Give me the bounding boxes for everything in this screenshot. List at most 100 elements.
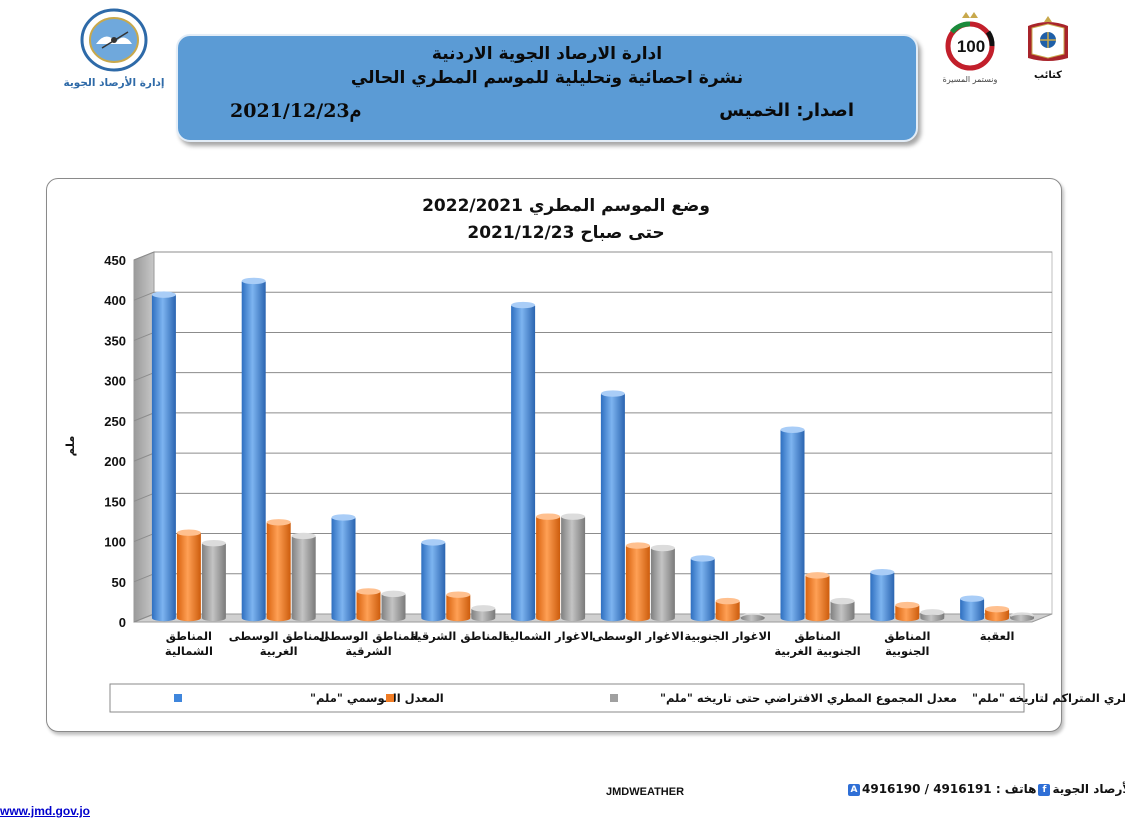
app-store-icon[interactable]: A [848, 783, 860, 796]
bar-base [421, 614, 446, 622]
footer-phone-text: هاتف : 4916191 / 4916190 [862, 782, 1037, 796]
gridline-side [133, 573, 155, 583]
bar-base [266, 614, 291, 622]
y-tick-label: 0 [119, 615, 126, 630]
gridline-side [133, 412, 155, 422]
legend-entry: معدل المجموع المطري الافتراضي حتى تاريخه… [660, 691, 957, 706]
x-category-label: المناطق [884, 629, 930, 643]
bar [625, 542, 650, 622]
bar [895, 601, 920, 622]
bar-top [985, 605, 1010, 613]
gridline-side [133, 331, 155, 341]
x-category-label: المناطق الشرقية [410, 629, 507, 643]
bar-base [650, 614, 675, 622]
bar-body [690, 558, 715, 618]
bar [331, 514, 356, 622]
x-category-label: الشمالية [165, 644, 213, 658]
bar-base [1010, 614, 1035, 622]
bar-body [241, 280, 266, 618]
gridline-side [133, 251, 155, 261]
footer-website-link[interactable]: www.jmd.gov.jo [0, 804, 90, 818]
bar-body [446, 594, 471, 618]
y-tick-label: 100 [104, 535, 126, 550]
bar [805, 572, 830, 622]
bar-body [870, 572, 895, 618]
bar-body [561, 516, 586, 618]
bar-top [331, 514, 356, 521]
bar-base [381, 614, 406, 622]
bar-base [830, 614, 855, 622]
y-tick-label: 150 [104, 494, 126, 509]
bar-top [920, 609, 945, 616]
bar [151, 291, 176, 622]
bar-top [895, 601, 920, 609]
issue-day-label: اصدار: الخميس [719, 100, 854, 121]
bar-base [471, 614, 496, 622]
gridline-side [133, 452, 155, 462]
bar-body [291, 535, 316, 618]
centenary-logo: 100 ونستمر المسيرة [940, 10, 1004, 86]
bar-body [511, 305, 536, 618]
bar [381, 590, 406, 622]
bar-base [690, 614, 715, 622]
bar-base [356, 614, 381, 622]
bar-top [780, 426, 805, 433]
bar-body [600, 393, 625, 618]
bar-body [381, 593, 406, 618]
bar-top [805, 572, 830, 579]
bar-base [625, 614, 650, 622]
bar-top [241, 277, 266, 285]
y-tick-label: 200 [104, 454, 126, 469]
legend-box [109, 683, 1025, 713]
y-axis-ticks: 0 50 100 150 200 250 300 350 400 450 [104, 253, 126, 630]
facebook-icon[interactable]: f [1038, 783, 1051, 796]
centenary-caption: ونستمر المسيرة [943, 75, 998, 84]
y-tick-label: 350 [104, 333, 126, 348]
chart-title: وضع الموسم المطري 2022/2021 [422, 196, 710, 216]
bar-top [176, 529, 201, 536]
y-axis-label: ملم [63, 436, 77, 457]
jmd-logo-text: إدارة الأرصاد الجوية [63, 76, 164, 89]
bar-body [266, 522, 291, 618]
bar-body [805, 575, 830, 618]
bar-base [536, 614, 561, 622]
legend-swatch [610, 694, 618, 702]
bar [241, 277, 266, 622]
gridline-side [133, 291, 155, 301]
bar-body [830, 601, 855, 618]
bar-base [331, 614, 356, 622]
plot-side-wall [133, 251, 155, 623]
bar [446, 591, 471, 622]
bar-base [715, 614, 740, 622]
bar-top [421, 539, 446, 546]
bar-base [895, 614, 920, 622]
y-tick-label: 400 [104, 293, 126, 308]
x-category-label: الاغوار الوسطى [592, 629, 684, 644]
y-tick-label: 250 [104, 414, 126, 429]
bar-body [536, 516, 561, 618]
bar-body [331, 517, 356, 618]
legend-entry: المعدل الموسمي "ملم" [310, 691, 444, 706]
bar [690, 555, 715, 622]
bar-top [511, 301, 536, 309]
bar [176, 529, 201, 622]
legend-swatch [174, 694, 182, 702]
x-category-label: المناطق [794, 629, 840, 643]
bar [421, 539, 446, 622]
bar [740, 613, 765, 622]
jmd-logo: إدارة الأرصاد الجوية [62, 2, 166, 94]
x-category-label: المناطق الوسطى [319, 629, 419, 644]
bar-base [805, 614, 830, 622]
bar-base [920, 614, 945, 622]
bar [291, 532, 316, 622]
bar-top [446, 591, 471, 598]
header-line-1: ادارة الارصاد الجوية الاردنية [431, 44, 663, 64]
y-tick-label: 50 [112, 575, 126, 590]
x-category-label: الجنوبية [885, 644, 929, 659]
bar-base [600, 614, 625, 622]
bar-base [151, 614, 176, 622]
gridline-side [133, 492, 155, 502]
bar-body [960, 598, 985, 618]
bar-top [960, 595, 985, 602]
